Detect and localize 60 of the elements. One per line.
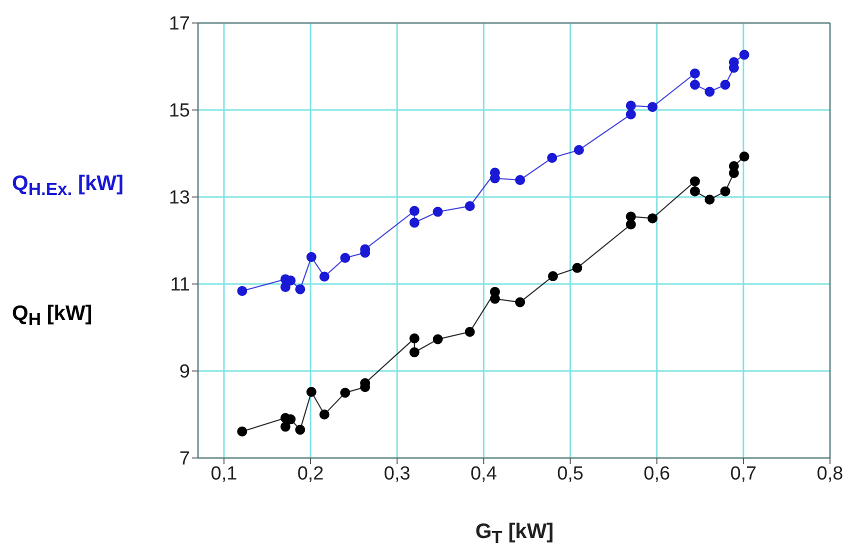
y-tick-label: 17	[168, 14, 190, 35]
point	[548, 271, 558, 282]
x-tick-label: 0,3	[384, 463, 410, 484]
point	[340, 252, 350, 263]
point	[409, 218, 420, 228]
point	[690, 68, 700, 78]
point	[728, 161, 739, 172]
point	[464, 201, 475, 212]
x-tick-label: 0,6	[644, 463, 670, 484]
x-tick-label: 0,5	[557, 463, 584, 484]
point	[720, 186, 730, 196]
point	[490, 294, 500, 304]
point	[572, 262, 582, 273]
point	[306, 252, 316, 262]
point	[319, 272, 330, 282]
x-axis-title: G$_{T}$ [kW]	[474, 520, 555, 548]
point	[739, 152, 750, 162]
point	[690, 80, 700, 90]
point	[432, 206, 443, 217]
point	[464, 326, 475, 337]
point	[704, 86, 715, 97]
point	[515, 297, 526, 308]
text: Q$_{H}$ [kW]	[12, 302, 92, 330]
y-tick-label: 9	[179, 362, 190, 383]
point	[739, 50, 750, 60]
point	[704, 194, 715, 205]
x-tick-label: 0,7	[730, 463, 757, 484]
point	[515, 175, 526, 186]
point	[626, 109, 636, 120]
y-tick-label: 13	[168, 188, 190, 209]
point	[626, 100, 636, 111]
point	[280, 282, 290, 292]
x-tick-label: 0,2	[297, 463, 324, 484]
point	[690, 176, 700, 186]
point	[547, 152, 558, 163]
y-tick-label: 15	[168, 100, 190, 122]
point	[237, 286, 248, 296]
point	[295, 424, 306, 435]
point	[280, 422, 290, 432]
y-tick-label: 7	[179, 448, 190, 470]
point	[340, 388, 350, 398]
point	[720, 80, 730, 90]
point	[432, 334, 443, 344]
y-tick-label: 11	[170, 274, 190, 296]
text: Q$_{H.Ex.}$ [kW]	[12, 172, 124, 200]
point	[409, 333, 420, 344]
point	[626, 212, 636, 222]
point	[306, 386, 316, 397]
point	[409, 347, 420, 358]
point	[409, 206, 420, 216]
point	[648, 213, 658, 224]
point	[690, 186, 700, 196]
point	[648, 102, 658, 112]
point	[319, 410, 330, 420]
point	[237, 426, 248, 436]
point	[295, 284, 306, 294]
x-tick-label: 0,8	[816, 463, 844, 484]
x-tick-label: 0,1	[210, 463, 238, 484]
point	[574, 145, 584, 156]
x-tick-label: 0,4	[470, 463, 498, 484]
